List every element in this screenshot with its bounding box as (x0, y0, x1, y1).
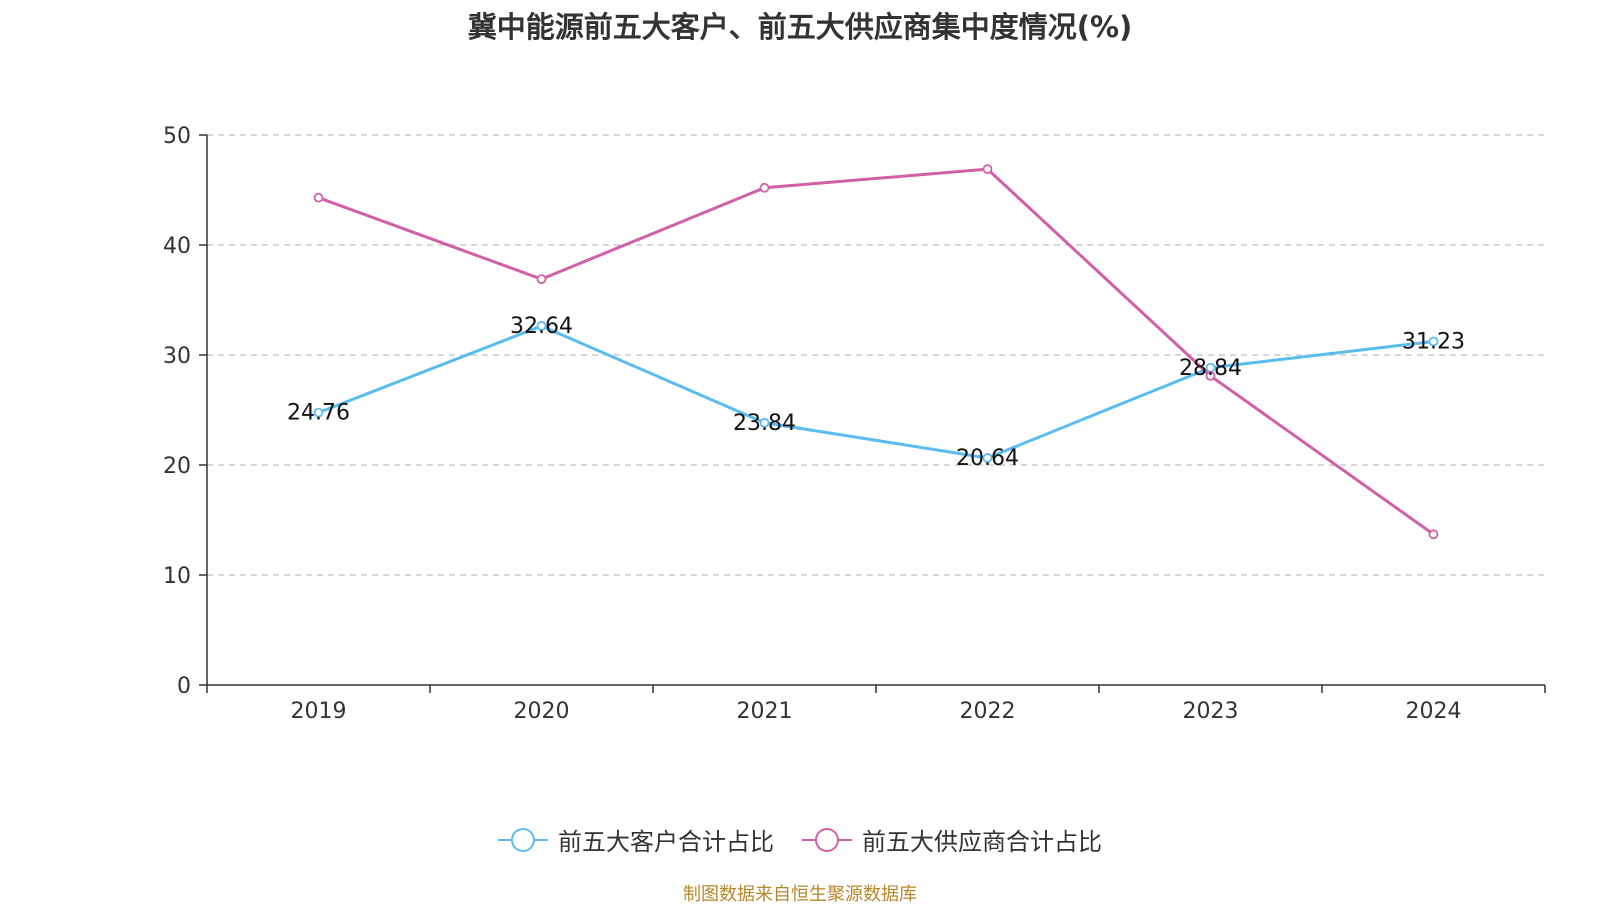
legend-marker-customers-icon (498, 827, 548, 852)
y-tick-label-30: 30 (163, 344, 191, 369)
x-tick-label-2024: 2024 (1406, 699, 1462, 724)
x-tick-label-2021: 2021 (737, 699, 793, 724)
data-point-1-2019[interactable] (313, 192, 324, 203)
data-point-0-2020[interactable] (536, 321, 547, 331)
legend-item-suppliers[interactable]: 前五大供应商合计占比 (802, 822, 1102, 857)
axis-layer: 0 10 20 30 40 50 2019 2020 2021 2022 2023 2024 (163, 124, 1546, 724)
data-point-1-2021[interactable] (759, 182, 770, 193)
data-label-0-2020: 32.64 (510, 314, 573, 339)
data-point-1-2024[interactable] (1428, 529, 1439, 540)
y-tick-label-50: 50 (163, 124, 191, 149)
y-tick-label-10: 10 (163, 564, 191, 589)
x-tick-label-2020: 2020 (514, 699, 570, 724)
x-tick-label-2022: 2022 (960, 699, 1016, 724)
series-layer (313, 164, 1439, 540)
data-point-1-2020[interactable] (536, 274, 547, 285)
data-label-0-2023: 28.84 (1179, 356, 1242, 381)
legend-item-customers[interactable]: 前五大客户合计占比 (498, 822, 774, 857)
data-point-0-2024[interactable] (1428, 336, 1439, 347)
data-point-0-2021[interactable] (759, 417, 770, 428)
source-note: 制图数据来自恒生聚源数据库 (683, 884, 917, 905)
chart-title: 冀中能源前五大客户、前五大供应商集中度情况(%) (467, 10, 1133, 44)
label-layer: 24.76 32.64 23.84 20.64 28.84 31.23 (287, 314, 1465, 471)
data-label-0-2021: 23.84 (733, 411, 796, 436)
legend-marker-suppliers-icon (802, 827, 852, 852)
data-point-1-2022[interactable] (982, 164, 993, 175)
grid-layer (207, 134, 1545, 576)
series-line-1 (317, 167, 1435, 536)
data-label-0-2019: 24.76 (287, 401, 350, 426)
data-point-0-2019[interactable] (313, 407, 324, 418)
series-line-0 (317, 324, 1434, 460)
data-label-0-2024: 31.23 (1402, 329, 1465, 354)
x-tick-label-2019: 2019 (291, 699, 347, 724)
x-tick-label-2023: 2023 (1183, 699, 1239, 724)
legend-label-suppliers: 前五大供应商合计占比 (862, 828, 1102, 856)
data-point-0-2022[interactable] (982, 453, 993, 463)
y-tick-label-0: 0 (177, 674, 191, 699)
legend: 前五大客户合计占比 前五大供应商合计占比 (0, 822, 1600, 857)
y-tick-label-20: 20 (163, 454, 191, 479)
legend-label-customers: 前五大客户合计占比 (558, 828, 774, 856)
data-point-1-2023[interactable] (1205, 370, 1216, 381)
data-label-0-2022: 20.64 (956, 446, 1019, 471)
y-tick-label-40: 40 (163, 234, 191, 259)
